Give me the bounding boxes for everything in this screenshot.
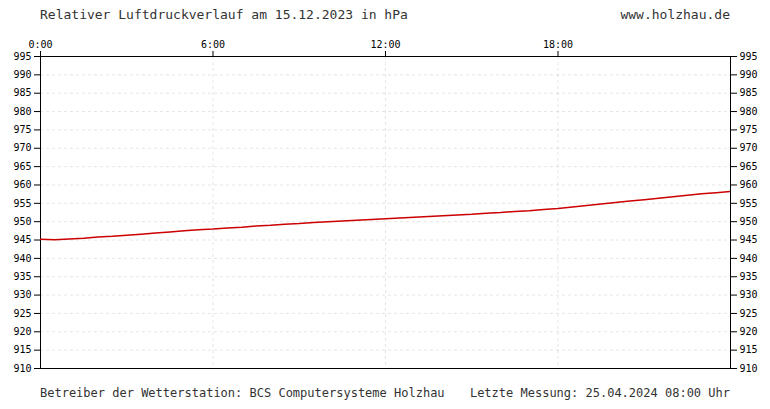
svg-text:960: 960 [13, 179, 31, 190]
svg-text:965: 965 [13, 161, 31, 172]
svg-text:925: 925 [13, 308, 31, 319]
svg-text:910: 910 [13, 363, 31, 374]
html-text:Letzte Messung: 25.04.2024 08:: Letzte Messung: 25.04.2024 08:00 Uhr [469, 386, 730, 400]
svg-text:985: 985 [740, 87, 758, 98]
svg-text:970: 970 [740, 142, 758, 153]
svg-text:915: 915 [740, 344, 758, 355]
svg-text:6:00: 6:00 [201, 39, 225, 50]
svg-text:955: 955 [13, 198, 31, 209]
svg-text:925: 925 [740, 308, 758, 319]
svg-text:975: 975 [740, 124, 758, 135]
svg-text:950: 950 [740, 216, 758, 227]
svg-text:985: 985 [13, 87, 31, 98]
svg-text:920: 920 [740, 326, 758, 337]
svg-text:930: 930 [13, 289, 31, 300]
svg-text:12:00: 12:00 [370, 39, 400, 50]
svg-text:970: 970 [13, 142, 31, 153]
svg-text:955: 955 [740, 198, 758, 209]
svg-text:935: 935 [740, 271, 758, 282]
svg-text:945: 945 [13, 234, 31, 245]
svg-text:990: 990 [740, 69, 758, 80]
svg-text:960: 960 [740, 179, 758, 190]
svg-text:915: 915 [13, 344, 31, 355]
svg-text:940: 940 [740, 253, 758, 264]
svg-text:980: 980 [740, 106, 758, 117]
svg-text:920: 920 [13, 326, 31, 337]
svg-text:995: 995 [13, 51, 31, 62]
svg-text:930: 930 [740, 289, 758, 300]
svg-text:18:00: 18:00 [543, 39, 573, 50]
html-text:Betreiber der Wetterstation: B: Betreiber der Wetterstation: BCS Compute… [40, 386, 445, 400]
svg-text:980: 980 [13, 106, 31, 117]
svg-text:975: 975 [13, 124, 31, 135]
svg-text:940: 940 [13, 253, 31, 264]
svg-text:965: 965 [740, 161, 758, 172]
svg-text:945: 945 [740, 234, 758, 245]
svg-text:995: 995 [740, 51, 758, 62]
svg-text:935: 935 [13, 271, 31, 282]
html-text:Relativer Luftdruckverlauf am: Relativer Luftdruckverlauf am 15.12.2023… [40, 6, 408, 22]
html-text:www.holzhau.de: www.holzhau.de [620, 6, 730, 22]
svg-text:910: 910 [740, 363, 758, 374]
svg-text:950: 950 [13, 216, 31, 227]
svg-text:990: 990 [13, 69, 31, 80]
svg-text:0:00: 0:00 [28, 39, 52, 50]
